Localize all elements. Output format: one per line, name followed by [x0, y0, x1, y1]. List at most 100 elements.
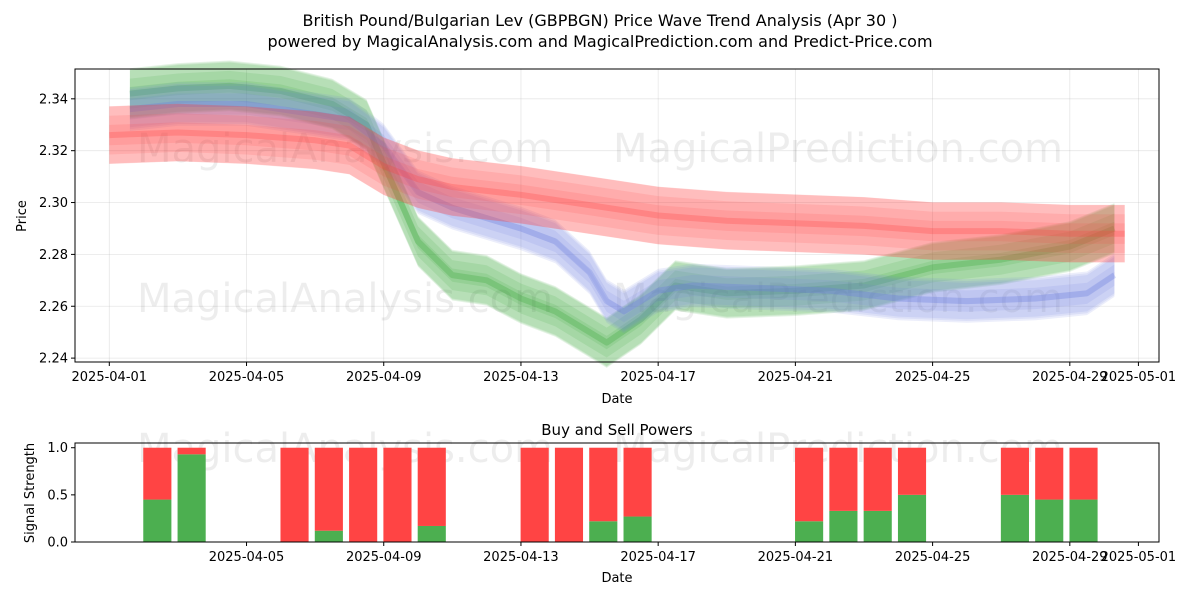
sell-power-bar — [177, 447, 206, 455]
x-tick-label: 2025-04-09 — [346, 370, 422, 385]
sell-power-bar — [554, 447, 584, 542]
sell-power-bar — [143, 447, 172, 500]
main-title-line2: powered by MagicalAnalysis.com and Magic… — [267, 32, 932, 51]
sell-power-bar — [520, 447, 549, 542]
wave-band — [109, 103, 1125, 253]
signal-bar — [280, 447, 309, 542]
wave-core-line — [109, 129, 1125, 237]
y-tick-label: 0.5 — [47, 488, 68, 503]
price-ylabel: Price — [15, 200, 30, 232]
buy-power-bar — [177, 454, 206, 542]
buy-power-bar — [795, 521, 824, 542]
signal-bars — [143, 447, 1098, 542]
buy-power-bar — [143, 499, 172, 542]
x-tick-label: 2025-04-25 — [895, 550, 971, 565]
signal-bar — [177, 447, 206, 542]
wave-band — [129, 70, 1115, 367]
signal-ticks: 2025-04-05 2025-04-09 2025-04-13 2025-04-17… — [47, 441, 1176, 565]
sell-power-bar — [1000, 447, 1029, 495]
wave-band — [109, 122, 1125, 263]
buy-power-bar — [829, 510, 858, 542]
signal-bar — [897, 447, 927, 542]
sell-power-bar — [795, 447, 824, 522]
sell-power-bar — [829, 447, 858, 511]
watermark: MagicalPrediction.com — [613, 276, 1063, 322]
x-tick-label: 2025-04-13 — [483, 550, 559, 565]
buy-power-bar — [1035, 499, 1064, 542]
wave-core-line — [129, 101, 1117, 315]
sell-power-bar — [1035, 447, 1064, 500]
sell-power-bar — [349, 447, 378, 542]
x-tick-label: 2025-04-05 — [209, 550, 285, 565]
main-title-line1: British Pound/Bulgarian Lev (GBPBGN) Pri… — [303, 11, 898, 30]
buy-power-bar — [1000, 494, 1029, 542]
x-tick-label: 2025-05-01 — [1101, 370, 1177, 385]
wave-band — [129, 61, 1115, 358]
signal-bar — [623, 447, 652, 542]
x-tick-label: 2025-05-01 — [1101, 550, 1177, 565]
sell-power-bar — [623, 447, 652, 517]
signal-bar — [383, 447, 412, 542]
y-tick-label: 2.26 — [39, 300, 68, 315]
signal-bar — [417, 447, 446, 542]
sell-power-bar — [1069, 447, 1098, 500]
signal-bar — [349, 447, 378, 542]
signal-bar — [520, 447, 549, 542]
signal-bar — [795, 447, 824, 542]
signal-bar — [829, 447, 858, 542]
buy-power-bar — [863, 510, 892, 542]
wave-series-blue-wave — [129, 82, 1117, 334]
sell-power-bar — [589, 447, 618, 522]
wave-band — [109, 104, 1125, 263]
signal-bar — [554, 447, 584, 542]
y-tick-label: 1.0 — [47, 441, 68, 456]
signal-bar — [863, 447, 892, 542]
signal-bar — [143, 447, 172, 542]
x-tick-label: 2025-04-25 — [895, 370, 971, 385]
signal-bar — [1035, 447, 1064, 542]
price-ticks: 2025-04-01 2025-04-05 2025-04-09 2025-04-13… — [39, 92, 1176, 385]
x-tick-label: 2025-04-29 — [1032, 550, 1108, 565]
x-tick-label: 2025-04-21 — [758, 370, 834, 385]
price-series — [109, 60, 1125, 368]
buy-power-bar — [623, 516, 652, 542]
watermark: MagicalAnalysis.com — [137, 426, 553, 472]
wave-band — [129, 100, 1115, 334]
y-tick-label: 2.30 — [39, 196, 68, 211]
sell-power-bar — [280, 447, 309, 542]
sell-power-bar — [417, 447, 446, 526]
x-tick-label: 2025-04-17 — [620, 550, 696, 565]
wave-band — [109, 113, 1125, 263]
x-tick-label: 2025-04-05 — [209, 370, 285, 385]
signal-bar — [1000, 447, 1029, 542]
y-tick-label: 2.28 — [39, 248, 68, 263]
wave-series-green-wave — [129, 60, 1116, 368]
signal-xlabel: Date — [601, 571, 632, 586]
buy-power-bar — [1069, 499, 1098, 542]
sell-power-bar — [863, 447, 892, 511]
price-xlabel: Date — [601, 392, 632, 407]
x-tick-label: 2025-04-09 — [346, 550, 422, 565]
y-tick-label: 0.0 — [47, 536, 68, 551]
x-tick-label: 2025-04-21 — [758, 550, 834, 565]
signal-bar — [1069, 447, 1098, 542]
buy-power-bar — [314, 530, 343, 542]
buy-power-bar — [417, 525, 446, 542]
wave-band — [129, 84, 1115, 323]
wave-band — [129, 79, 1115, 368]
y-tick-label: 2.34 — [39, 92, 68, 107]
watermark: MagicalPrediction.com — [613, 126, 1063, 172]
wave-band — [129, 85, 1115, 330]
signal-title: Buy and Sell Powers — [541, 421, 693, 439]
x-tick-label: 2025-04-01 — [72, 370, 148, 385]
wave-series-red-wave — [109, 103, 1125, 263]
signal-bar — [314, 447, 343, 542]
wave-band — [109, 103, 1125, 244]
sell-power-bar — [897, 447, 927, 495]
sell-power-bar — [383, 447, 412, 542]
price-watermarks: MagicalAnalysis.com MagicalPrediction.co… — [137, 126, 1063, 322]
buy-power-bar — [897, 494, 927, 542]
wave-band — [129, 62, 1115, 366]
